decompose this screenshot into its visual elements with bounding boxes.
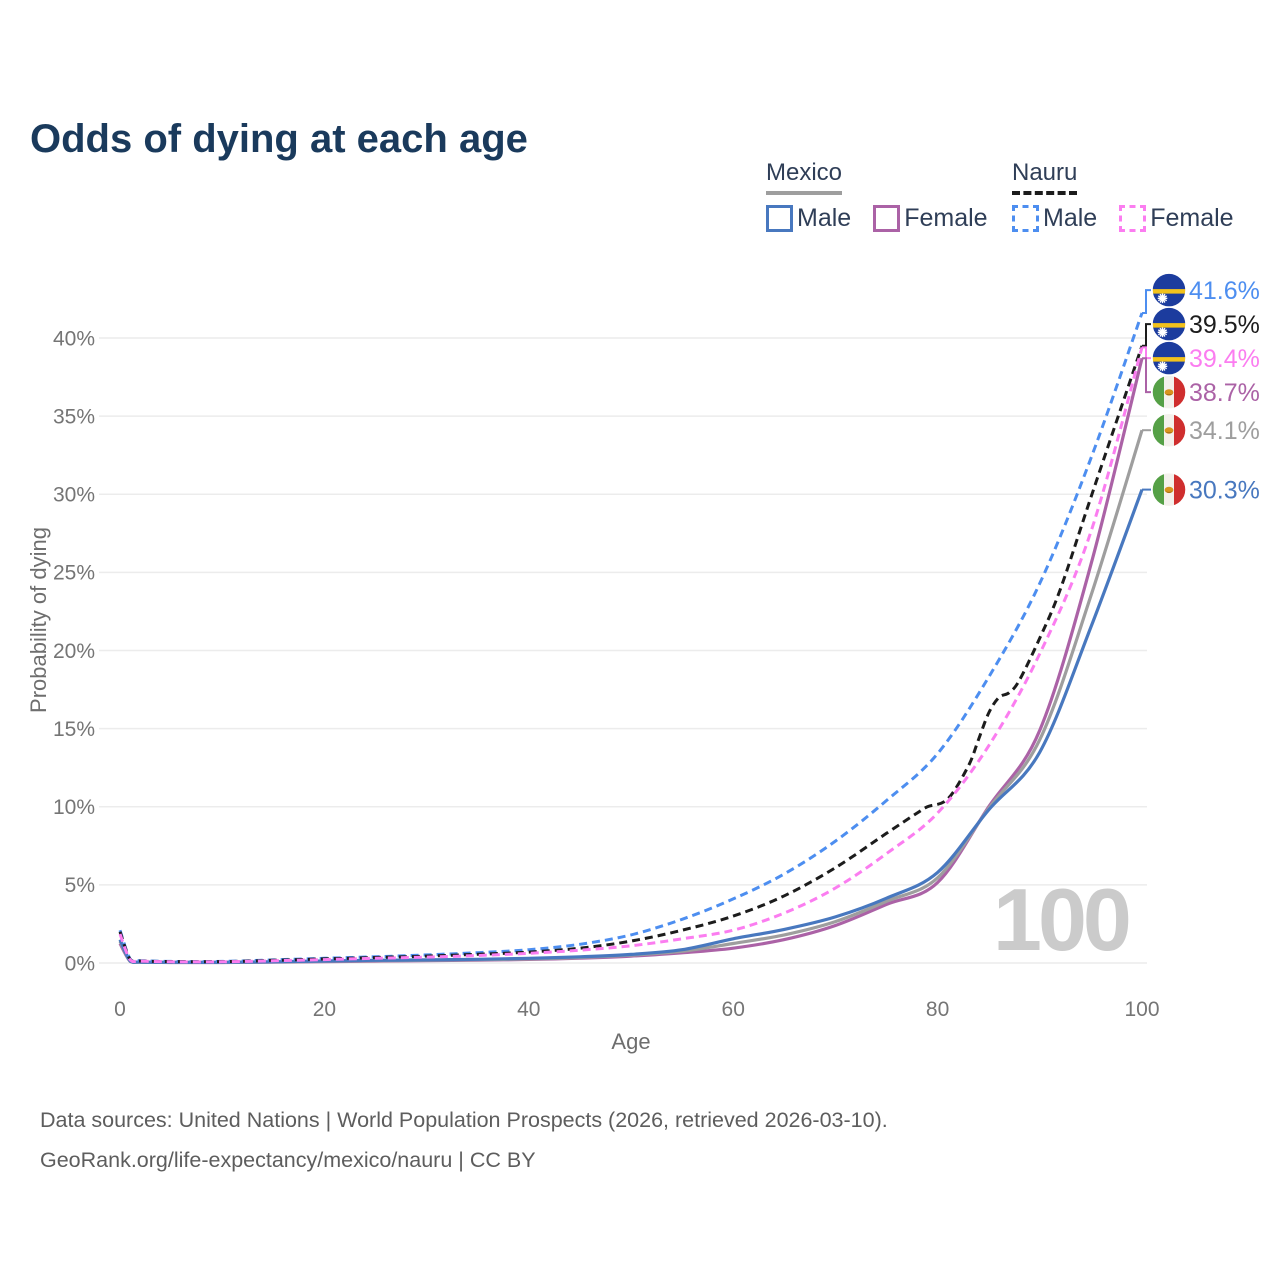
age-watermark: 100 (993, 870, 1132, 969)
series-lines (118, 312, 1144, 965)
legend-label-mexico-female: Female (904, 204, 988, 233)
end-label-value-nauru-male: 41.6% (1189, 277, 1260, 305)
legend-country-mexico: Mexico (766, 159, 843, 196)
legend-checkbox-nauru-female[interactable] (1119, 205, 1147, 233)
y-tick-label: 10% (53, 796, 95, 819)
end-label-value-mexico-male: 30.3% (1189, 476, 1260, 504)
nauru-flag-icon (1152, 273, 1186, 307)
legend-label-mexico-male: Male (797, 204, 852, 233)
y-tick-label: 30% (53, 484, 95, 507)
series-line-nauru-female[interactable] (118, 346, 1144, 964)
end-label-connector (1142, 357, 1151, 394)
legend-checkbox-nauru-male[interactable] (1012, 205, 1039, 233)
end-label-value-mexico-total: 34.1% (1189, 417, 1260, 445)
legend-group-mexico: Mexico Male Female (766, 159, 988, 233)
end-label-connector (1142, 346, 1151, 360)
legend-label-nauru-male: Male (1043, 204, 1098, 233)
mexico-flag-icon (1152, 413, 1186, 447)
series-end-labels: 41.6% 39.5% 39.4% 38.7% 34.1% 30.3% (1142, 273, 1260, 507)
end-label-value-mexico-female: 38.7% (1189, 379, 1260, 407)
x-tick-label: 0 (114, 998, 126, 1021)
y-tick-label: 40% (53, 327, 95, 350)
x-tick-label: 100 (1124, 998, 1159, 1021)
legend-group-nauru: Nauru Male Female (1012, 159, 1234, 233)
mexico-flag-icon (1152, 375, 1186, 409)
legend-label-nauru-female: Female (1150, 204, 1234, 233)
y-axis-title: Probability of dying (26, 527, 51, 713)
end-label-connector (1142, 323, 1151, 347)
mexico-flag-icon (1152, 473, 1186, 507)
legend-checkbox-mexico-female[interactable] (873, 205, 901, 233)
y-tick-label: 25% (53, 562, 95, 585)
gridlines (99, 337, 1147, 964)
y-tick-label: 35% (53, 405, 95, 428)
x-tick-label: 60 (722, 998, 745, 1021)
x-axis-title: Age (611, 1029, 650, 1054)
page-title: Odds of dying at each age (30, 116, 528, 161)
nauru-flag-icon (1152, 307, 1186, 341)
legend-country-nauru: Nauru (1012, 159, 1078, 196)
y-tick-label: 15% (53, 718, 95, 741)
footer-sources: Data sources: United Nations | World Pop… (40, 1108, 888, 1132)
series-line-mexico-male[interactable] (118, 489, 1144, 964)
series-line-nauru-total[interactable] (118, 345, 1144, 964)
y-tick-label: 20% (53, 640, 95, 663)
series-line-nauru-male[interactable] (118, 312, 1144, 964)
axis-labels: 0% 5% 10% 15% 20% 25% 30% 35% 40% 0 20 40 60 80 100 Age… (26, 327, 1160, 1054)
end-label-value-nauru-female: 39.4% (1189, 345, 1260, 373)
end-label-connector (1142, 289, 1151, 314)
legend-checkbox-mexico-male[interactable] (766, 205, 793, 233)
series-line-mexico-total[interactable] (118, 429, 1144, 965)
x-tick-label: 20 (313, 998, 336, 1021)
nauru-flag-icon (1152, 341, 1186, 375)
x-tick-label: 80 (926, 998, 949, 1021)
y-tick-label: 5% (65, 874, 95, 897)
series-line-mexico-female[interactable] (118, 357, 1144, 965)
footer-attribution: GeoRank.org/life-expectancy/mexico/nauru… (40, 1148, 536, 1172)
y-tick-label: 0% (65, 952, 95, 975)
end-label-value-nauru-total: 39.5% (1189, 311, 1260, 339)
x-tick-label: 40 (517, 998, 540, 1021)
